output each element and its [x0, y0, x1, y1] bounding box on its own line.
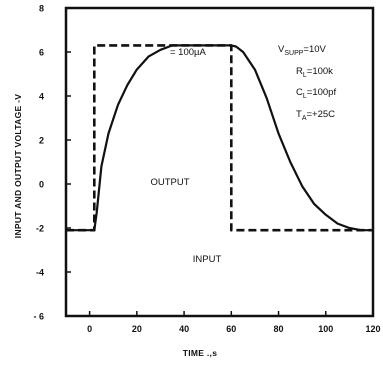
y-tick-label: 8 — [39, 4, 44, 14]
x-axis-ticks: 0 20 40 60 80 100 120 — [87, 311, 381, 334]
x-tick-label: 100 — [318, 324, 333, 334]
y-tick-label: -4 — [36, 268, 44, 278]
input-annotation: INPUT — [193, 254, 222, 265]
test-conditions: VSUPP=10V RL=100k CL=100pf TA=+25C — [278, 44, 336, 122]
x-tick-label: 20 — [132, 324, 142, 334]
x-tick-label: 80 — [274, 324, 284, 334]
plot-frame — [64, 6, 375, 318]
y-tick-label: 2 — [39, 136, 44, 146]
y-tick-label: -2 — [36, 224, 44, 234]
condition-cl: CL=100pf — [296, 87, 336, 100]
x-tick-label: 60 — [226, 324, 236, 334]
series-output-line — [66, 44, 373, 232]
x-tick-label: 120 — [365, 324, 380, 334]
y-axis-ticks: 8 6 4 2 0 -2 -4 - 6 — [33, 4, 71, 322]
y-tick-label: 0 — [39, 180, 44, 190]
x-tick-label: 40 — [179, 324, 189, 334]
condition-rl: RL=100k — [296, 66, 333, 79]
series-group — [66, 44, 373, 232]
output-annotation: OUTPUT — [150, 177, 189, 188]
y-axis-label: INPUT AND OUTPUT VOLTAGE -V — [13, 94, 23, 238]
x-axis-label: TIME .,s — [183, 348, 218, 358]
y-tick-label: 6 — [39, 48, 44, 58]
x-tick-label: 0 — [87, 324, 92, 334]
condition-ta: TA=+25C — [296, 109, 335, 122]
y-tick-label: - 6 — [33, 312, 44, 322]
current-annotation: = 100µA — [170, 47, 207, 58]
series-input-line — [66, 44, 373, 232]
condition-supply: VSUPP=10V — [278, 44, 327, 57]
y-tick-label: 4 — [39, 92, 44, 102]
